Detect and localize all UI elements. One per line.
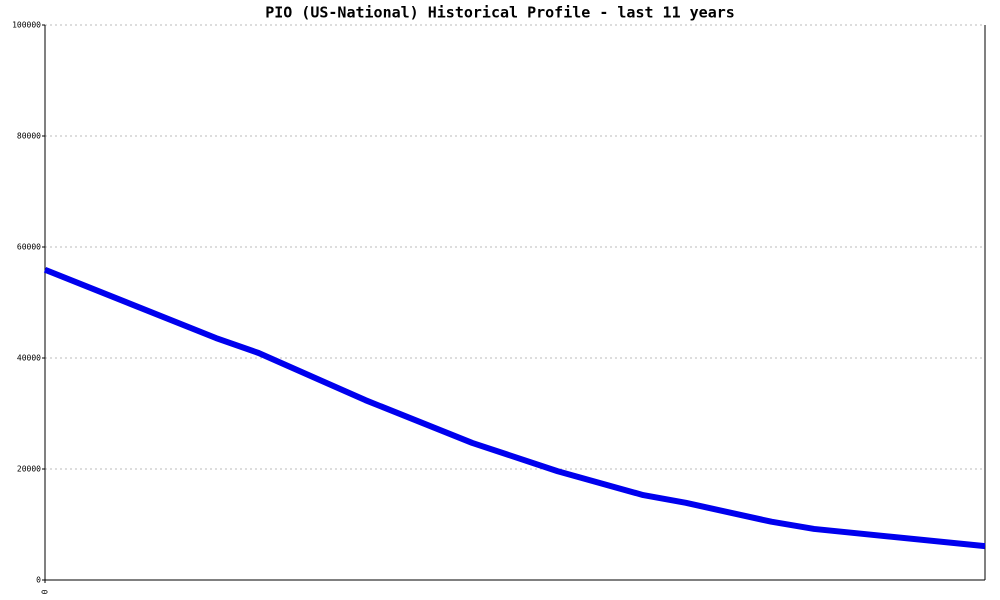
- y-tick-label: 100000: [12, 21, 41, 30]
- chart-title: PIO (US-National) Historical Profile - l…: [265, 4, 735, 22]
- y-tick-label: 20000: [17, 465, 41, 474]
- y-tick-label: 80000: [17, 132, 41, 141]
- x-tick-label: 0: [41, 589, 50, 594]
- y-tick-label: 60000: [17, 243, 41, 252]
- y-tick-label: 40000: [17, 354, 41, 363]
- data-line: [43, 266, 986, 550]
- y-tick-label: 0: [36, 576, 41, 585]
